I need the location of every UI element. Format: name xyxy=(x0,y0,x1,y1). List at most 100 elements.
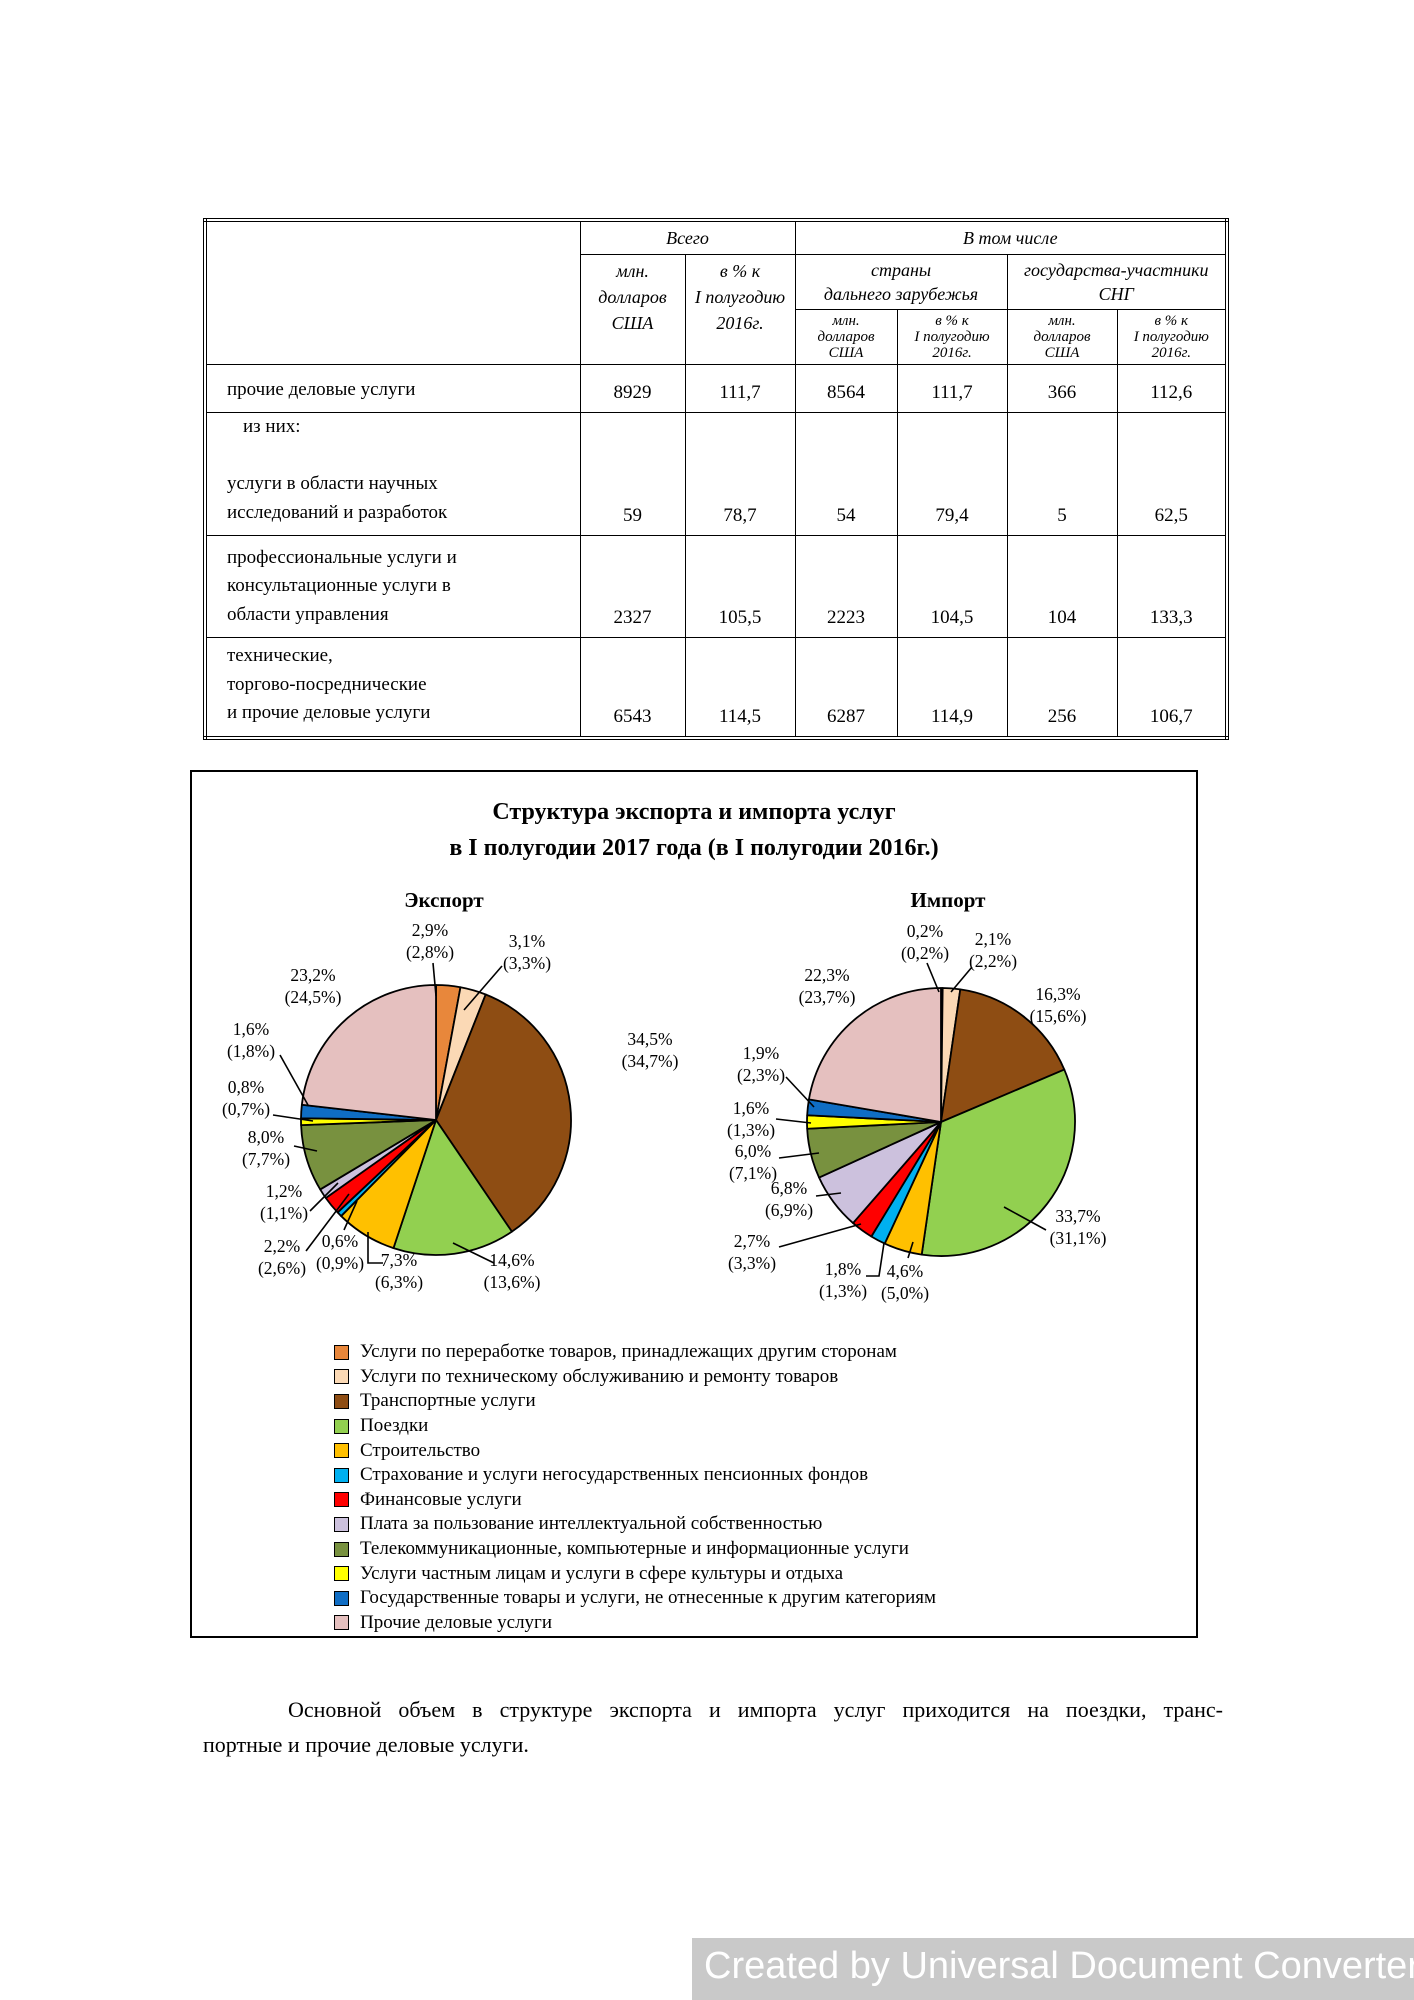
row-label-line: профессиональные услуги и xyxy=(227,546,457,568)
row-label-cell: прочие деловые услуги xyxy=(204,364,581,413)
legend-item: Услуги по переработке товаров, принадлеж… xyxy=(334,1340,936,1365)
table-value-cell: 105,5 xyxy=(684,535,796,638)
header-cis: государства-участники СНГ xyxy=(1006,254,1228,310)
legend-label: Телекоммуникационные, компьютерные и инф… xyxy=(360,1538,909,1560)
row-label-line: и прочие деловые услуги xyxy=(227,702,431,723)
legend-color-chip xyxy=(334,1344,349,1360)
table-value-cell: 54 xyxy=(794,412,898,536)
table-value-cell: 112,6 xyxy=(1116,364,1228,413)
header-total: Всего xyxy=(579,219,796,255)
legend-label: Услуги по переработке товаров, принадлеж… xyxy=(360,1341,897,1363)
table-value-cell: 104,5 xyxy=(896,535,1008,638)
row-label-cell: из них: услуги в области научных исследов… xyxy=(204,412,581,536)
table-value-cell: 106,7 xyxy=(1116,637,1228,738)
table-value-cell: 8929 xyxy=(579,364,686,413)
legend-color-chip xyxy=(334,1443,349,1459)
table-value-cell: 114,9 xyxy=(896,637,1008,738)
export-pie-title: Экспорт xyxy=(404,888,484,912)
header-far-abroad: страны дальнего зарубежья xyxy=(794,254,1008,310)
table-row: технические, торгово-посреднические и проч… xyxy=(204,637,1228,738)
legend-color-chip xyxy=(334,1418,349,1434)
legend-color-chip xyxy=(334,1541,349,1557)
import-pie-title: Импорт xyxy=(910,888,986,912)
legend-item: Услуги по техническому обслуживанию и ре… xyxy=(334,1365,936,1390)
legend-item: Прочие деловые услуги xyxy=(334,1611,936,1636)
table-row: прочие деловые услуги 8929 111,7 8564 111,7 3… xyxy=(204,364,1228,413)
table-value-cell: 133,3 xyxy=(1116,535,1228,638)
chart-frame: Структура экспорта и импорта услуг в I п… xyxy=(190,770,1198,1638)
table-value-cell: 5 xyxy=(1006,412,1118,536)
table-value-cell: 111,7 xyxy=(684,364,796,413)
summary-paragraph: Основной объем в структуре экспорта и им… xyxy=(203,1692,1223,1762)
legend-item: Строительство xyxy=(334,1438,936,1463)
table-value-cell: 62,5 xyxy=(1116,412,1228,536)
legend-label: Страхование и услуги негосударственных п… xyxy=(360,1464,869,1486)
legend-color-chip xyxy=(334,1516,349,1532)
table-value-cell: 256 xyxy=(1006,637,1118,738)
table-value-cell: 8564 xyxy=(794,364,898,413)
legend-label: Поездки xyxy=(360,1415,429,1437)
legend-label: Государственные товары и услуги, не отне… xyxy=(360,1587,937,1609)
chart-title: Структура экспорта и импорта услуг в I п… xyxy=(449,799,939,861)
row-label-line: области управления xyxy=(227,603,389,625)
header-mln-usd-far: млн. долларов США xyxy=(794,309,898,365)
legend-label: Плата за пользование интеллектуальной со… xyxy=(360,1513,823,1535)
chart-legend: Услуги по переработке товаров, принадлеж… xyxy=(334,1340,936,1635)
paragraph-line: портные и прочие деловые услуги. xyxy=(203,1732,529,1757)
legend-label: Строительство xyxy=(360,1439,481,1461)
paragraph-line: Основной объем в структуре экспорта и им… xyxy=(288,1697,1223,1722)
row-label-line: технические, xyxy=(227,645,333,666)
row-label-line: исследований и разработок xyxy=(227,501,448,523)
table-value-cell: 78,7 xyxy=(684,412,796,536)
legend-item: Телекоммуникационные, компьютерные и инф… xyxy=(334,1537,936,1562)
legend-color-chip xyxy=(334,1492,349,1508)
header-pct-total: в % к I полугодию 2016г. xyxy=(684,254,796,365)
row-label-line xyxy=(227,442,576,471)
legend-color-chip xyxy=(334,1467,349,1483)
legend-item: Транспортные услуги xyxy=(334,1389,936,1414)
legend-item: Поездки xyxy=(334,1414,936,1439)
header-including: В том числе xyxy=(794,219,1228,255)
legend-item: Услуги частным лицам и услуги в сфере ку… xyxy=(334,1561,936,1586)
legend-color-chip xyxy=(334,1566,349,1582)
row-label-line: прочие деловые услуги xyxy=(227,378,416,400)
table-value-cell: 2223 xyxy=(794,535,898,638)
table-row: из них: услуги в области научных исследов… xyxy=(204,412,1228,536)
header-pct-cis: в % к I полугодию 2016г. xyxy=(1116,309,1228,365)
legend-color-chip xyxy=(334,1590,349,1606)
legend-label: Услуги по техническому обслуживанию и ре… xyxy=(360,1365,839,1387)
table-value-cell: 2327 xyxy=(579,535,686,638)
watermark-banner: Created by Universal Document Converter xyxy=(692,1938,1414,2000)
legend-label: Услуги частным лицам и услуги в сфере ку… xyxy=(360,1562,844,1584)
row-label-cell: профессиональные услуги и консультационны… xyxy=(204,535,581,638)
legend-item: Государственные товары и услуги, не отне… xyxy=(334,1586,936,1611)
table-value-cell: 111,7 xyxy=(896,364,1008,413)
row-label-cell: технические, торгово-посреднические и проч… xyxy=(204,637,581,738)
header-mln-usd-cis: млн. долларов США xyxy=(1006,309,1118,365)
table-value-cell: 59 xyxy=(579,412,686,536)
legend-label: Прочие деловые услуги xyxy=(360,1611,553,1633)
header-mln-usd-total: млн. долларов США xyxy=(579,254,686,365)
table-header-row-2: млн. долларов США в % к I полугодию 2016… xyxy=(205,254,1228,365)
table-header-row-1: Всего В том числе xyxy=(204,219,1228,365)
table-body: прочие деловые услуги 8929 111,7 8564 111,7 3… xyxy=(204,364,1228,738)
legend-item: Страхование и услуги негосударственных п… xyxy=(334,1463,936,1488)
row-label-line: из них: xyxy=(243,416,301,437)
legend-label: Финансовые услуги xyxy=(360,1488,522,1510)
legend-item: Финансовые услуги xyxy=(334,1488,936,1513)
header-pct-far: в % к I полугодию 2016г. xyxy=(896,309,1008,365)
table-value-cell: 6287 xyxy=(794,637,898,738)
table-value-cell: 366 xyxy=(1006,364,1118,413)
legend-color-chip xyxy=(334,1369,349,1385)
legend-item: Плата за пользование интеллектуальной со… xyxy=(334,1512,936,1537)
services-table: Всего В том числе млн. долларов США в % … xyxy=(203,218,1230,740)
table-value-cell: 79,4 xyxy=(896,412,1008,536)
table-corner-cell xyxy=(204,219,581,365)
legend-color-chip xyxy=(334,1393,349,1409)
table-value-cell: 104 xyxy=(1006,535,1118,638)
table-header-body: Всего В том числе млн. долларов США в % … xyxy=(204,219,1228,365)
table-value-cell: 114,5 xyxy=(684,637,796,738)
row-label-line: услуги в области научных xyxy=(227,473,438,494)
legend-label: Транспортные услуги xyxy=(360,1390,536,1412)
